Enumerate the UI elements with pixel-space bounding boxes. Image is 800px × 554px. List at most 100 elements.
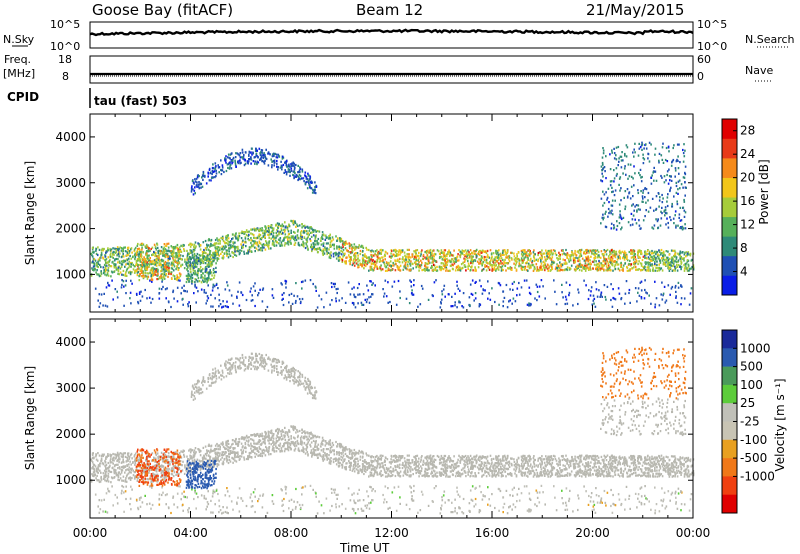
power-pixel [255, 152, 258, 155]
power-pixel [637, 254, 639, 257]
power-pixel [424, 269, 426, 272]
power-pixel [569, 267, 572, 270]
power-pixel [90, 274, 93, 277]
power-pixel [481, 292, 484, 295]
power-pixel [153, 250, 155, 254]
power-pixel [260, 229, 263, 232]
power-pixel [166, 266, 169, 269]
power-pixel [354, 257, 356, 260]
power-pixel [605, 155, 607, 158]
power-pixel [442, 262, 445, 265]
power-pixel [644, 279, 646, 282]
power-pixel [662, 142, 664, 145]
power-pixel [666, 259, 668, 262]
power-pixel [440, 298, 443, 301]
power-pixel [228, 250, 230, 253]
power-pixel [420, 284, 423, 288]
power-pixel [366, 256, 369, 259]
power-pixel [683, 253, 686, 256]
power-pixel [647, 269, 649, 272]
power-pixel [179, 275, 182, 278]
power-pixel [93, 258, 96, 261]
power-pixel [134, 265, 137, 268]
power-pixel [115, 248, 117, 252]
power-pixel [152, 262, 155, 265]
power-pixel [212, 271, 215, 274]
power-pixel [438, 252, 441, 255]
power-pixel [218, 293, 220, 296]
power-pixel [242, 246, 244, 249]
power-pixel [311, 249, 313, 253]
power-pixel [446, 257, 448, 260]
power-pixel [300, 230, 303, 233]
power-pixel [132, 268, 135, 271]
power-pixel [314, 192, 317, 195]
power-pixel [602, 147, 604, 150]
power-pixel [257, 156, 259, 159]
power-pixel [296, 234, 299, 237]
power-pixel [679, 255, 681, 258]
power-pixel [215, 172, 218, 175]
power-pixel [637, 189, 639, 192]
power-pixel [668, 263, 671, 266]
power-pixel [584, 260, 587, 263]
power-pixel [205, 269, 207, 272]
power-pixel [585, 259, 588, 262]
power-pixel [401, 258, 404, 261]
power-pixel [261, 243, 263, 247]
power-pixel [627, 163, 630, 166]
power-pixel [345, 256, 347, 259]
power-pixel [191, 179, 194, 183]
power-pixel [135, 259, 138, 262]
power-pixel [616, 263, 619, 266]
power-pixel [497, 266, 499, 269]
power-pixel [526, 261, 528, 264]
power-pixel [608, 260, 611, 263]
power-pixel [214, 251, 217, 254]
power-pixel [350, 243, 353, 246]
power-pixel [564, 295, 567, 298]
power-pixel [352, 259, 355, 262]
power-pixel [633, 256, 635, 259]
power-pixel [155, 269, 157, 272]
power-pixel [605, 191, 607, 194]
power-pixel [194, 271, 197, 274]
power-pixel [277, 166, 279, 169]
power-pixel [622, 257, 624, 260]
power-pixel [479, 260, 482, 263]
power-pixel [298, 298, 301, 301]
power-pixel [174, 260, 177, 264]
power-pixel [596, 265, 599, 268]
power-pixel [683, 269, 686, 272]
power-pixel [237, 235, 239, 238]
power-pixel [151, 271, 153, 274]
power-pixel [489, 260, 491, 264]
power-pixel [211, 244, 214, 247]
power-pixel [467, 249, 469, 252]
power-pixel [626, 188, 629, 191]
power-pixel [499, 252, 502, 255]
power-pixel [599, 295, 601, 298]
power-pixel [190, 243, 193, 246]
power-pixel [173, 297, 175, 300]
power-pixel [153, 267, 156, 270]
power-pixel [479, 249, 482, 253]
power-pixel [622, 159, 624, 162]
power-pixel [687, 259, 690, 262]
power-pixel [106, 250, 108, 253]
power-pixel [661, 281, 663, 284]
power-pixel [245, 229, 248, 232]
power-pixel [540, 266, 542, 269]
power-pixel [641, 148, 643, 151]
power-pixel [459, 253, 462, 256]
power-pixel [682, 251, 684, 254]
power-pixel [127, 266, 130, 269]
power-pixel [214, 176, 216, 179]
power-pixel [137, 300, 139, 304]
power-pixel [138, 247, 140, 250]
power-pixel [567, 253, 569, 256]
power-pixel [686, 252, 689, 255]
power-pixel [640, 180, 643, 183]
power-pixel [91, 251, 94, 254]
power-pixel [165, 297, 167, 300]
